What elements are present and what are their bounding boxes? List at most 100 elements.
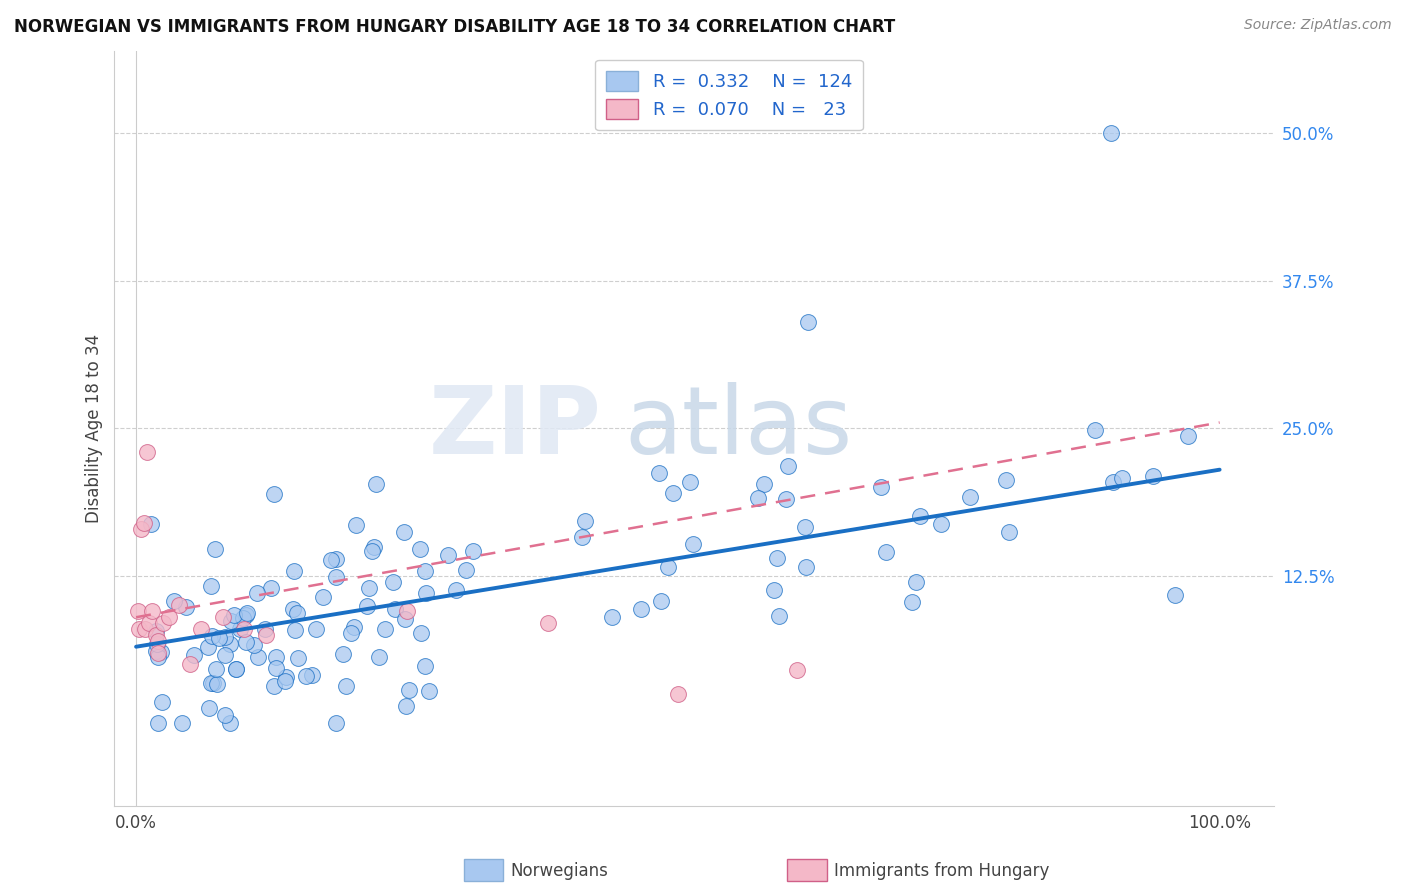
Point xyxy=(794,560,817,574)
Point xyxy=(157,610,180,624)
Point xyxy=(128,622,150,636)
Point xyxy=(797,315,820,329)
Point xyxy=(682,537,704,551)
Point xyxy=(264,650,287,665)
Y-axis label: Disability Age 18 to 34: Disability Age 18 to 34 xyxy=(86,334,103,523)
Point xyxy=(260,581,283,595)
Text: atlas: atlas xyxy=(624,383,853,475)
Point xyxy=(232,611,254,625)
Point xyxy=(361,544,384,558)
Point xyxy=(281,601,304,615)
Point xyxy=(995,473,1018,487)
Point xyxy=(600,610,623,624)
Point xyxy=(283,564,305,578)
Point xyxy=(145,628,167,642)
Point xyxy=(208,631,231,645)
Point xyxy=(752,477,775,491)
Point xyxy=(384,602,406,616)
Point xyxy=(200,676,222,690)
Point xyxy=(274,670,297,684)
Point xyxy=(132,516,155,530)
Point xyxy=(145,644,167,658)
Point xyxy=(366,477,388,491)
Point xyxy=(1142,469,1164,483)
Point xyxy=(135,445,157,459)
Point xyxy=(284,623,307,637)
Point xyxy=(236,606,259,620)
Point xyxy=(763,583,786,598)
Point xyxy=(454,563,477,577)
Point xyxy=(793,519,815,533)
Point xyxy=(437,548,460,562)
Point xyxy=(332,647,354,661)
Point xyxy=(197,700,219,714)
Point xyxy=(295,669,318,683)
Point xyxy=(786,663,808,677)
Point xyxy=(359,581,381,595)
Point xyxy=(150,695,173,709)
Point xyxy=(747,491,769,505)
Point xyxy=(263,679,285,693)
Point xyxy=(145,637,167,651)
Point xyxy=(381,575,404,590)
Text: ZIP: ZIP xyxy=(429,383,602,475)
Point xyxy=(141,517,163,532)
Point xyxy=(163,593,186,607)
Point xyxy=(145,624,167,638)
Point xyxy=(200,579,222,593)
Point xyxy=(204,541,226,556)
Point xyxy=(321,553,343,567)
Point xyxy=(254,628,277,642)
Point xyxy=(413,564,436,578)
Point xyxy=(650,593,672,607)
Point xyxy=(766,551,789,566)
Point xyxy=(225,662,247,676)
Point xyxy=(201,629,224,643)
Point xyxy=(253,622,276,636)
Point xyxy=(657,559,679,574)
Point xyxy=(398,683,420,698)
Point xyxy=(325,569,347,583)
Point xyxy=(363,541,385,555)
Point xyxy=(875,545,897,559)
Point xyxy=(325,552,347,566)
Point xyxy=(287,650,309,665)
Point xyxy=(343,620,366,634)
Point xyxy=(246,585,269,599)
Text: Norwegians: Norwegians xyxy=(510,862,609,880)
Point xyxy=(367,650,389,665)
Point xyxy=(679,475,702,489)
Point xyxy=(413,659,436,673)
Point xyxy=(340,626,363,640)
Point xyxy=(648,467,671,481)
Point xyxy=(304,622,326,636)
Point xyxy=(235,608,257,623)
Point xyxy=(312,591,335,605)
Point xyxy=(418,684,440,698)
Point xyxy=(285,607,308,621)
Point xyxy=(775,492,797,507)
Point xyxy=(146,646,169,660)
Point xyxy=(214,648,236,662)
Point xyxy=(1111,471,1133,485)
Point xyxy=(910,508,932,523)
Point xyxy=(905,574,928,589)
Point xyxy=(214,630,236,644)
Point xyxy=(768,608,790,623)
Point xyxy=(134,622,156,636)
Point xyxy=(666,687,689,701)
Point xyxy=(274,673,297,688)
Point xyxy=(127,604,149,618)
Point xyxy=(229,622,252,636)
Point xyxy=(172,716,194,731)
Point xyxy=(152,616,174,631)
Point xyxy=(415,585,437,599)
Point xyxy=(463,543,485,558)
Point xyxy=(174,599,197,614)
Point xyxy=(263,487,285,501)
Point xyxy=(225,662,247,676)
Point xyxy=(395,698,418,713)
Point xyxy=(233,622,256,636)
Point xyxy=(214,707,236,722)
Point xyxy=(219,716,242,731)
